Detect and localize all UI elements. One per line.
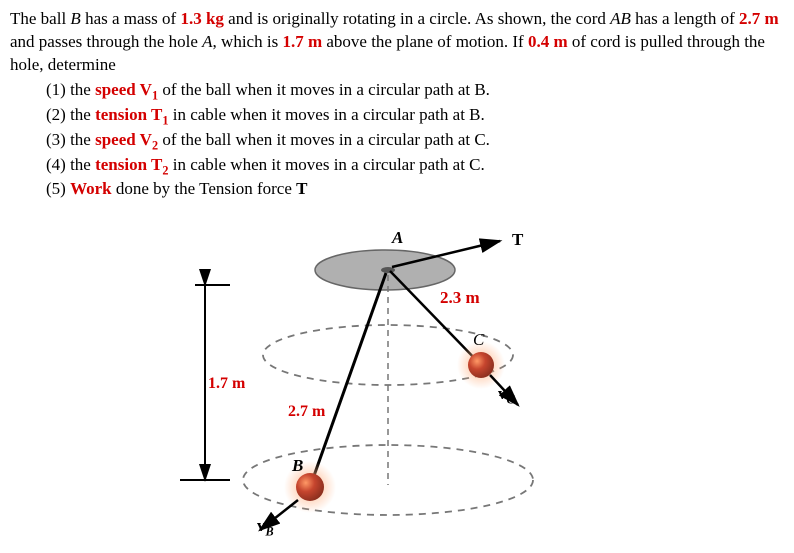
t: in cable when it moves in a circular pat… [168, 105, 484, 124]
t: tension T [95, 155, 162, 174]
t: speed V [95, 80, 152, 99]
t: above the plane of motion. If [322, 32, 528, 51]
label-T: T [512, 229, 523, 252]
item-4: (4) the tension T2 in cable when it move… [46, 154, 784, 179]
t: tension T [95, 105, 162, 124]
t: has a length of [631, 9, 739, 28]
label-2-7m: 2.7 m [288, 401, 325, 423]
t: and passes through the hole [10, 32, 202, 51]
label-vB: vB [257, 515, 274, 540]
t: (1) the [46, 80, 95, 99]
tension-t1: tension T1 [95, 105, 168, 124]
t: v [498, 384, 507, 403]
figure: A T 2.3 m C vC 1.7 m 2.7 m B vB [140, 225, 640, 545]
t: (2) the [46, 105, 95, 124]
speed-v1: speed V1 [95, 80, 158, 99]
t: of the ball when it moves in a circular … [158, 130, 490, 149]
item-2: (2) the tension T1 in cable when it move… [46, 104, 784, 129]
t: The ball [10, 9, 70, 28]
t: of the ball when it moves in a circular … [158, 80, 490, 99]
len-ab-value: 2.7 m [739, 9, 779, 28]
cord-AB: AB [610, 9, 631, 28]
sub: C [507, 393, 515, 407]
question-list: (1) the speed V1 of the ball when it mov… [46, 79, 784, 202]
tension-t2: tension T2 [95, 155, 168, 174]
item-1: (1) the speed V1 of the ball when it mov… [46, 79, 784, 104]
mass-value: 1.3 kg [180, 9, 223, 28]
t: v [257, 516, 266, 535]
label-vC: vC [498, 383, 515, 408]
t: in cable when it moves in a circular pat… [168, 155, 484, 174]
speed-v2: speed V2 [95, 130, 158, 149]
intro-paragraph: The ball B has a mass of 1.3 kg and is o… [10, 8, 784, 77]
sub: B [266, 525, 274, 539]
hole-A: A [202, 32, 212, 51]
label-C: C [473, 329, 484, 352]
t: has a mass of [81, 9, 181, 28]
t: done by the Tension force [112, 179, 297, 198]
t: speed V [95, 130, 152, 149]
item-5: (5) Work done by the Tension force T [46, 178, 784, 201]
t: and is originally rotating in a circle. … [224, 9, 610, 28]
height-value: 1.7 m [282, 32, 322, 51]
t: (3) the [46, 130, 95, 149]
pulled-value: 0.4 m [528, 32, 568, 51]
tension-T: T [296, 179, 307, 198]
item-3: (3) the speed V2 of the ball when it mov… [46, 129, 784, 154]
t: (4) the [46, 155, 95, 174]
ball-B: B [70, 9, 80, 28]
label-1-7m: 1.7 m [208, 373, 245, 395]
t: , which is [213, 32, 283, 51]
work-label: Work [70, 179, 112, 198]
label-A: A [392, 227, 403, 250]
t: (5) [46, 179, 70, 198]
label-2-3m: 2.3 m [440, 287, 480, 310]
label-B: B [292, 455, 303, 478]
